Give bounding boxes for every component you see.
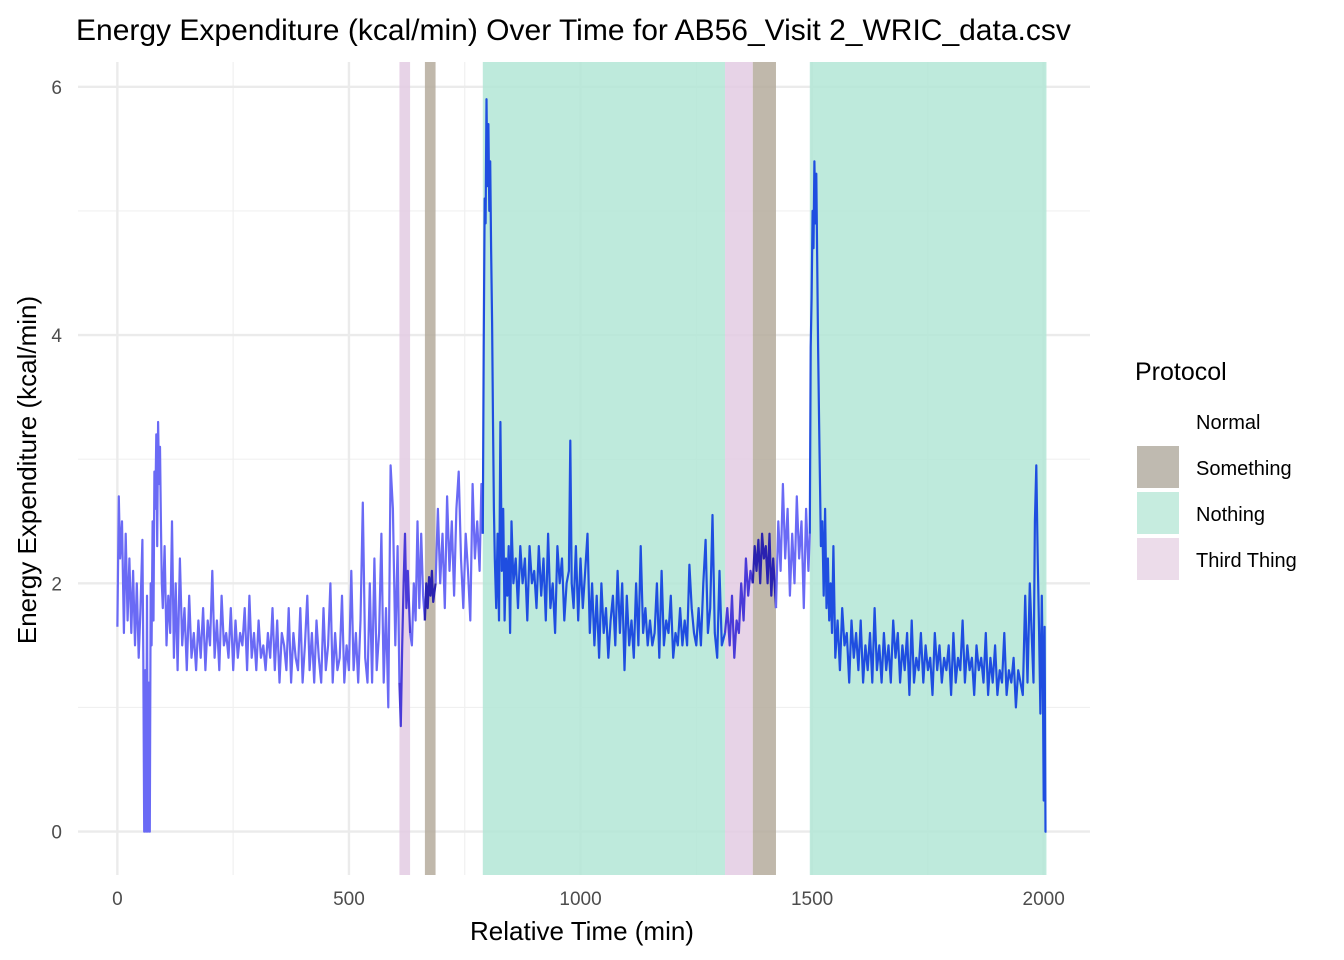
- legend-label: Normal: [1196, 412, 1260, 434]
- series-line-segment-6: [723, 557, 754, 659]
- legend-label: Something: [1196, 458, 1292, 480]
- series-line-segment-7: [751, 532, 778, 609]
- legend-key-third-thing: [1137, 538, 1179, 580]
- series-line-segment-8: [774, 482, 811, 610]
- legend-key-normal: [1137, 400, 1179, 442]
- series-line-segment-1: [398, 532, 412, 728]
- y-axis-title: Energy Expenditure (kcal/min): [12, 296, 42, 644]
- legend: Protocol Normal Something Nothing Third Thi…: [1135, 358, 1297, 580]
- x-tick-label: 0: [112, 889, 123, 910]
- legend-label: Nothing: [1196, 504, 1265, 526]
- legend-key-something: [1137, 446, 1179, 488]
- series-line-segment-0: [116, 420, 401, 833]
- y-tick-label: 0: [51, 823, 62, 844]
- axis-ticks: 0 500 1000 1500 2000 0 2 4 6: [51, 78, 1064, 910]
- protocol-band-nothing: [809, 62, 1047, 875]
- y-tick-label: 2: [51, 574, 62, 595]
- protocol-bands: [399, 62, 1047, 875]
- data-series: [116, 98, 1047, 833]
- x-axis-title: Relative Time (min): [470, 916, 694, 946]
- y-tick-label: 4: [51, 326, 62, 347]
- protocol-band-nothing: [482, 62, 726, 875]
- series-line-segment-3: [423, 569, 437, 621]
- series-line-segment-5: [481, 98, 727, 672]
- x-tick-label: 2000: [1023, 889, 1065, 910]
- protocol-band-third-thing: [399, 62, 411, 875]
- series-line-segment-2: [409, 520, 426, 647]
- series-line-segment-9: [808, 160, 1047, 833]
- protocol-band-something: [752, 62, 776, 875]
- y-tick-label: 6: [51, 78, 62, 99]
- x-tick-label: 1500: [791, 889, 833, 910]
- x-tick-label: 1000: [559, 889, 601, 910]
- protocol-band-something: [424, 62, 436, 875]
- legend-key-nothing: [1137, 492, 1179, 534]
- legend-title: Protocol: [1135, 358, 1227, 386]
- protocol-band-third-thing: [725, 62, 753, 875]
- legend-label: Third Thing: [1196, 550, 1297, 572]
- series-line-segment-4: [434, 470, 484, 622]
- x-tick-label: 500: [333, 889, 365, 910]
- chart-title: Energy Expenditure (kcal/min) Over Time …: [76, 14, 1071, 47]
